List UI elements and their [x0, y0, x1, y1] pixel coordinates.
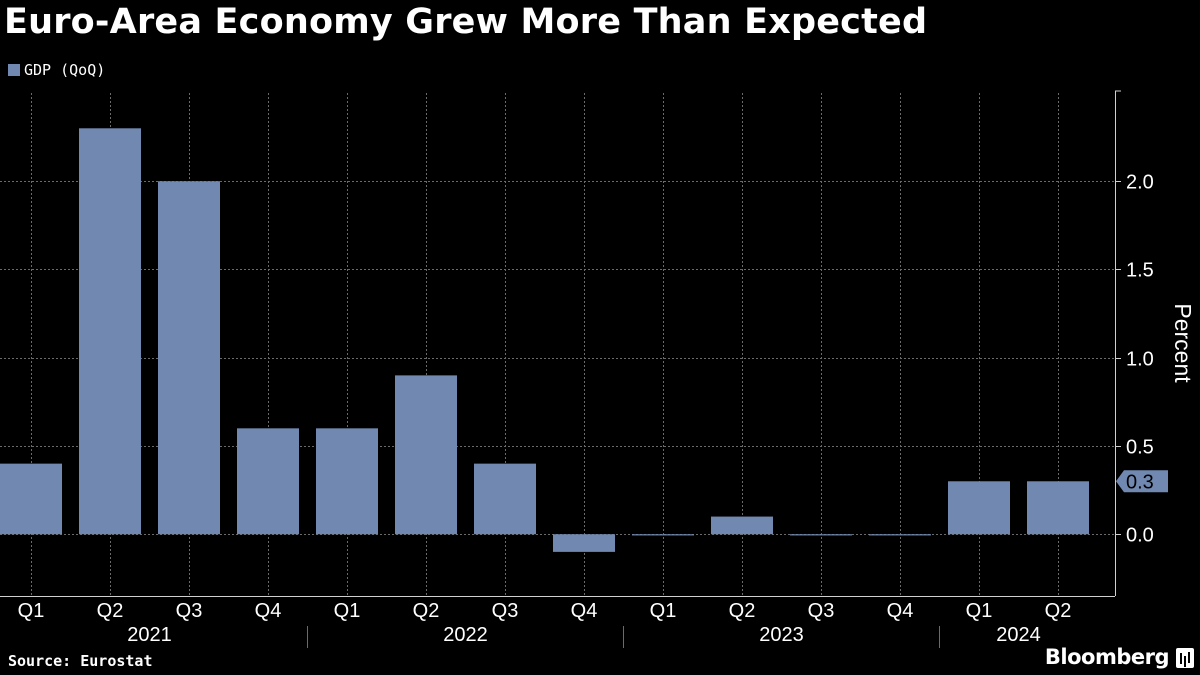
x-tick-label: Q1: [650, 600, 677, 622]
legend-swatch: [8, 64, 20, 76]
y-tick-label: 0.0: [1126, 525, 1154, 547]
y-tick-label: 1.5: [1126, 260, 1154, 282]
x-tick-label: Q2: [97, 600, 124, 622]
brand-logo: Bloomberg: [1044, 645, 1170, 669]
y-tick-label: 0.5: [1126, 437, 1154, 459]
bar: [790, 534, 852, 536]
bar: [948, 481, 1010, 535]
x-tick-label: Q3: [176, 600, 203, 622]
x-tick-label: Q1: [334, 600, 361, 622]
bar: [474, 463, 536, 535]
bar: [0, 463, 62, 535]
bar: [79, 128, 141, 535]
legend-label: GDP (QoQ): [24, 61, 106, 79]
x-tick-label: Q2: [1045, 600, 1072, 622]
bar: [395, 375, 457, 535]
bloomberg-terminal-icon: [1176, 648, 1194, 668]
source-note: Source: Eurostat: [8, 652, 153, 670]
y-axis-label: Percent: [1170, 303, 1196, 383]
last-value-tag: [1116, 470, 1168, 493]
bar: [553, 534, 615, 552]
last-value-label: 0.3: [1126, 471, 1154, 493]
x-tick-label: Q1: [18, 600, 45, 622]
x-tick-label: Q3: [808, 600, 835, 622]
x-tick-label: Q4: [887, 600, 914, 622]
chart-title: Euro-Area Economy Grew More Than Expecte…: [4, 2, 928, 42]
bar: [237, 428, 299, 535]
x-tick-label: Q4: [255, 600, 282, 622]
x-tick-label: Q1: [966, 600, 993, 622]
bar: [158, 181, 220, 535]
x-group-label: 2024: [996, 624, 1041, 646]
bar: [632, 534, 694, 536]
bar: [869, 534, 931, 536]
y-tick-label: 2.0: [1126, 172, 1154, 194]
legend: GDP (QoQ): [8, 61, 105, 79]
bar: [1027, 481, 1089, 535]
bar: [316, 428, 378, 535]
x-tick-label: Q3: [492, 600, 519, 622]
x-tick-label: Q2: [413, 600, 440, 622]
x-tick-label: Q2: [729, 600, 756, 622]
y-tick-label: 1.0: [1126, 349, 1154, 371]
x-group-label: 2021: [127, 624, 172, 646]
x-group-label: 2022: [443, 624, 488, 646]
x-tick-label: Q4: [571, 600, 598, 622]
x-group-label: 2023: [759, 624, 804, 646]
bar: [711, 516, 773, 535]
